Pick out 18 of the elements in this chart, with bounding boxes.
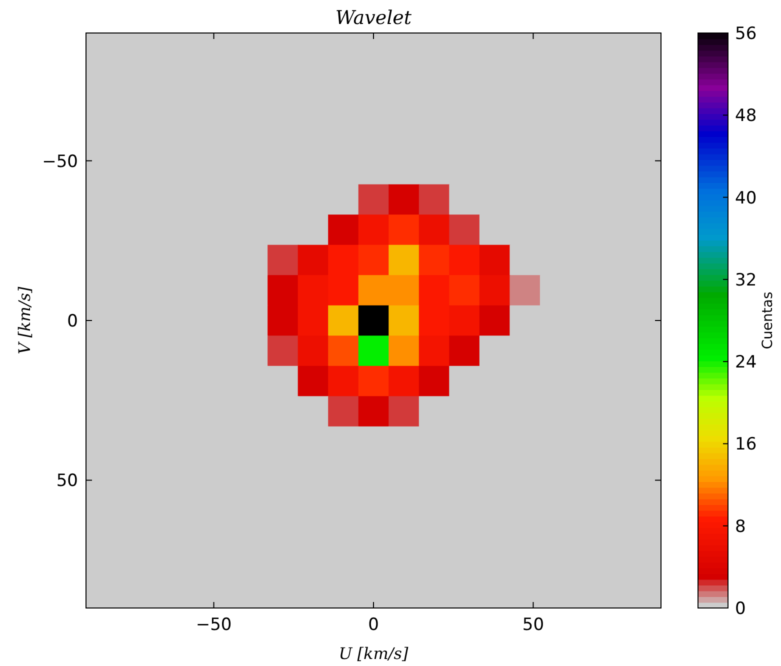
- color-bar-label: 48: [735, 106, 757, 126]
- color-bar-label: 0: [735, 599, 746, 619]
- color-bar-label: 40: [735, 188, 757, 208]
- color-bar-label: 56: [735, 24, 757, 44]
- y-tick-label: 50: [56, 471, 78, 492]
- x-tick-label: −50: [196, 615, 232, 635]
- color-bar-label: 8: [735, 516, 746, 537]
- chart-title: Wavelet: [335, 7, 412, 29]
- color-bar-title: Cuentas: [760, 292, 776, 350]
- x-tick-label: 50: [522, 615, 544, 635]
- color-bar-label: 16: [735, 434, 757, 455]
- x-axis-title: U [km/s]: [338, 644, 410, 663]
- color-bar-label: 32: [735, 270, 757, 290]
- y-tick-label: −50: [42, 152, 78, 172]
- y-axis-title: V [km/s]: [15, 286, 34, 354]
- color-bar-label: 24: [735, 352, 757, 373]
- x-tick-label: 0: [368, 615, 379, 635]
- y-tick-label: 0: [67, 312, 78, 332]
